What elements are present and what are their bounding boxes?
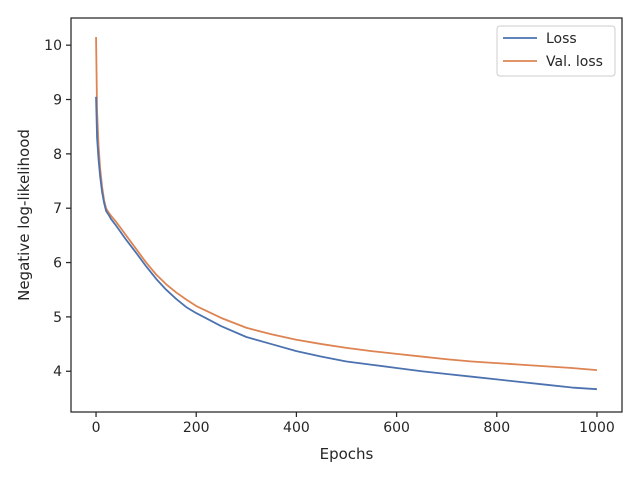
legend-label-val-loss: Val. loss <box>546 54 603 70</box>
x-axis-label: Epochs <box>320 445 374 463</box>
y-tick-label: 10 <box>44 38 62 54</box>
legend-label-loss: Loss <box>546 31 577 47</box>
y-axis-label: Negative log-likelihood <box>15 129 33 301</box>
y-tick-label: 8 <box>53 147 62 163</box>
y-tick-label: 9 <box>53 93 62 109</box>
y-tick-label: 5 <box>53 310 62 326</box>
y-tick-label: 4 <box>53 364 62 380</box>
x-tick-label: 800 <box>483 420 510 436</box>
x-tick-label: 1000 <box>579 420 615 436</box>
plot-lines <box>95 37 598 391</box>
y-tick-label: 6 <box>53 256 62 272</box>
x-tick-label: 400 <box>283 420 310 436</box>
series-line-loss <box>95 96 598 391</box>
plot-frame <box>70 17 623 413</box>
x-tick-label: 0 <box>92 420 101 436</box>
x-tick-label: 600 <box>383 420 410 436</box>
x-axis-ticks: 0 200 400 600 800 1000 <box>92 412 615 436</box>
y-tick-label: 7 <box>53 201 62 217</box>
x-tick-label: 200 <box>183 420 210 436</box>
y-axis-ticks: 4 5 6 7 8 9 10 <box>44 38 71 380</box>
legend: Loss Val. loss <box>496 25 616 77</box>
